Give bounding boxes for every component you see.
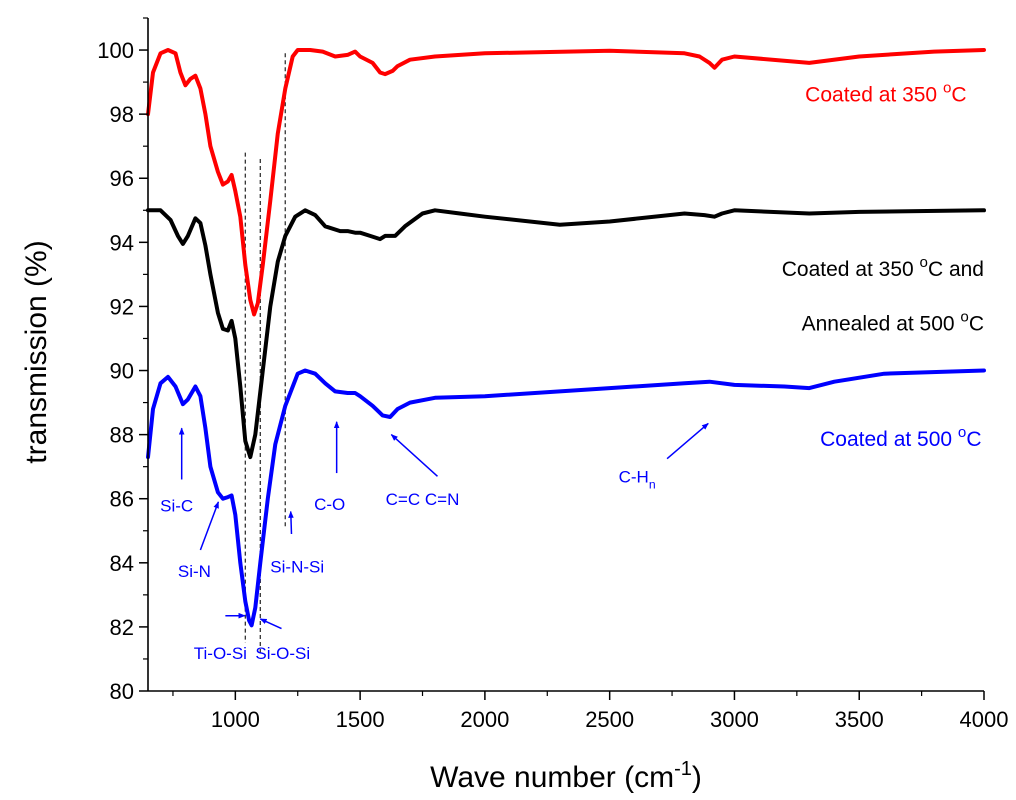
peak-annotation: Si-O-Si <box>255 644 310 663</box>
peak-annotation: C=C C=N <box>386 490 460 509</box>
peak-annotation: Ti-O-Si <box>194 644 247 663</box>
series-label-s500: Coated at 500 oC <box>820 424 981 451</box>
x-axis-title-sup: -1 <box>674 758 692 780</box>
y-tick-label: 94 <box>110 230 134 255</box>
x-tick-label: 2000 <box>460 707 509 732</box>
y-tick-label: 84 <box>110 551 134 576</box>
x-axis-title-end: ) <box>692 761 702 794</box>
annotation-arrow <box>390 434 438 477</box>
y-tick-label: 90 <box>110 359 134 384</box>
series-line-s500 <box>146 368 986 628</box>
y-tick-label: 86 <box>110 487 134 512</box>
y-tick-label: 98 <box>110 102 134 127</box>
x-tick-label: 4000 <box>960 707 1009 732</box>
x-axis-title: Wave number (cm-1) <box>430 758 702 794</box>
x-tick-label: 3500 <box>835 707 884 732</box>
x-tick-label: 1000 <box>211 707 260 732</box>
x-tick-label: 2500 <box>585 707 634 732</box>
x-axis-title-main: Wave number (cm <box>430 761 674 794</box>
peak-annotation: Si-N-Si <box>270 557 324 576</box>
annotation-arrow <box>199 501 220 551</box>
series-line-s350a <box>146 208 986 460</box>
annotation-arrow <box>259 618 282 630</box>
y-tick-label: 82 <box>110 615 134 640</box>
y-tick-label: 92 <box>110 294 134 319</box>
y-tick-label: 88 <box>110 423 134 448</box>
y-tick-label: 80 <box>110 679 134 704</box>
peak-annotation: Si-C <box>160 497 193 516</box>
annotation-arrow <box>288 510 294 534</box>
series-label-s350a: Annealed at 500 oC <box>802 308 984 335</box>
series-line-s350 <box>146 48 986 317</box>
y-axis-title: transmission (%) <box>20 240 53 463</box>
y-tick-label: 100 <box>97 38 134 63</box>
series-label-s350: Coated at 350 oC <box>805 79 966 106</box>
y-tick-label: 96 <box>110 166 134 191</box>
annotation-arrow <box>666 422 709 460</box>
series-label-s350a: Coated at 350 oC and <box>782 254 984 281</box>
x-tick-label: 3000 <box>710 707 759 732</box>
peak-annotation: Si-N <box>178 562 211 581</box>
x-tick-label: 1500 <box>336 707 385 732</box>
peak-annotation: C-Hn <box>619 468 656 492</box>
peak-annotation: C-O <box>314 495 345 514</box>
